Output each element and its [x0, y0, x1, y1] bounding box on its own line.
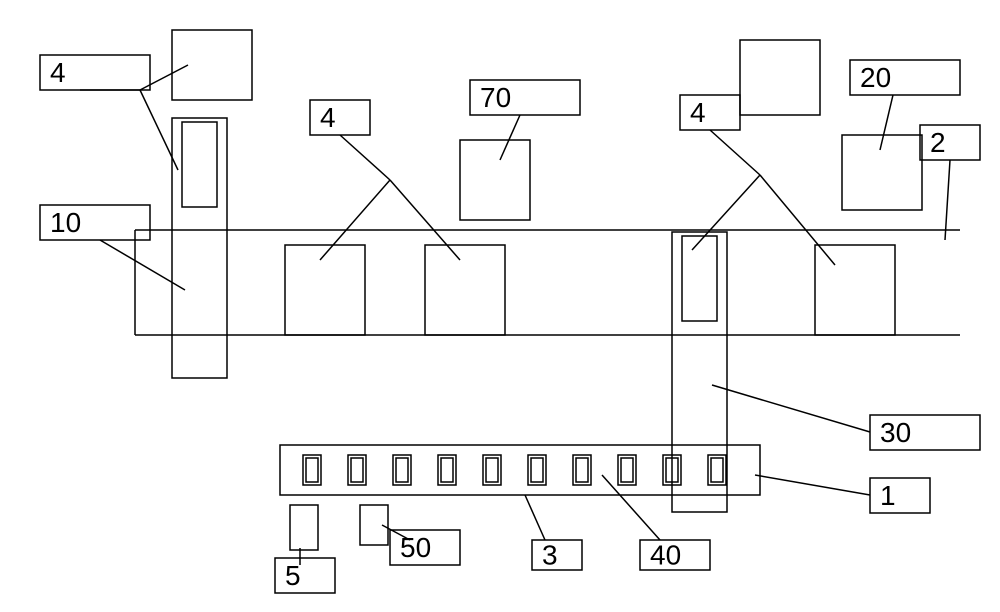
label-box-l1: [870, 478, 930, 513]
slot-inner-9: [711, 458, 723, 482]
label-text-l10: 10: [50, 207, 81, 238]
label-box-l5: [275, 558, 335, 593]
box-top-right-b: [842, 135, 922, 210]
label-text-l30: 30: [880, 417, 911, 448]
leader-l20: [880, 95, 893, 150]
leader-l2: [945, 160, 950, 240]
leader-branch-l4_right-1: [760, 175, 835, 265]
label-box-l4_mid: [310, 100, 370, 135]
label-text-l4_right: 4: [690, 97, 706, 128]
slot-inner-3: [441, 458, 453, 482]
slot-inner-5: [531, 458, 543, 482]
leader-stem-l4_right: [710, 130, 760, 175]
label-text-l1: 1: [880, 480, 896, 511]
box-below-a: [290, 505, 318, 550]
label-text-l4_topleft: 4: [50, 57, 66, 88]
box-top-left: [172, 30, 252, 100]
leader-branch-l4_mid-0: [320, 180, 390, 260]
slot-inner-4: [486, 458, 498, 482]
box-above-mid: [460, 140, 530, 220]
label-text-l3: 3: [542, 539, 558, 570]
label-text-l70: 70: [480, 82, 511, 113]
box-on-bar-3: [815, 245, 895, 335]
slot-inner-1: [351, 458, 363, 482]
lower-bar: [280, 445, 760, 495]
roller-right-inner: [682, 236, 717, 321]
slot-inner-0: [306, 458, 318, 482]
roller-left: [172, 118, 227, 378]
slot-inner-6: [576, 458, 588, 482]
label-box-l4_right: [680, 95, 740, 130]
box-on-bar-1: [285, 245, 365, 335]
label-text-l5: 5: [285, 560, 301, 591]
leader-branch-l4_right-0: [692, 175, 760, 250]
leader-l30: [712, 385, 870, 432]
technical-diagram: 4704420210301505340: [0, 0, 1000, 612]
roller-left-inner: [182, 122, 217, 207]
box-below-b: [360, 505, 388, 545]
label-text-l2: 2: [930, 127, 946, 158]
label-text-l20: 20: [860, 62, 891, 93]
box-on-bar-2: [425, 245, 505, 335]
leader-l3: [525, 495, 545, 540]
leader-branch-l4_topleft-0: [140, 65, 188, 90]
leader-stem-l4_mid: [340, 135, 390, 180]
slot-inner-2: [396, 458, 408, 482]
leader-l70: [500, 115, 520, 160]
slot-inner-7: [621, 458, 633, 482]
label-box-l2: [920, 125, 980, 160]
box-top-right-a: [740, 40, 820, 115]
label-text-l40: 40: [650, 539, 681, 570]
leader-l1: [755, 475, 870, 495]
label-text-l4_mid: 4: [320, 102, 336, 133]
